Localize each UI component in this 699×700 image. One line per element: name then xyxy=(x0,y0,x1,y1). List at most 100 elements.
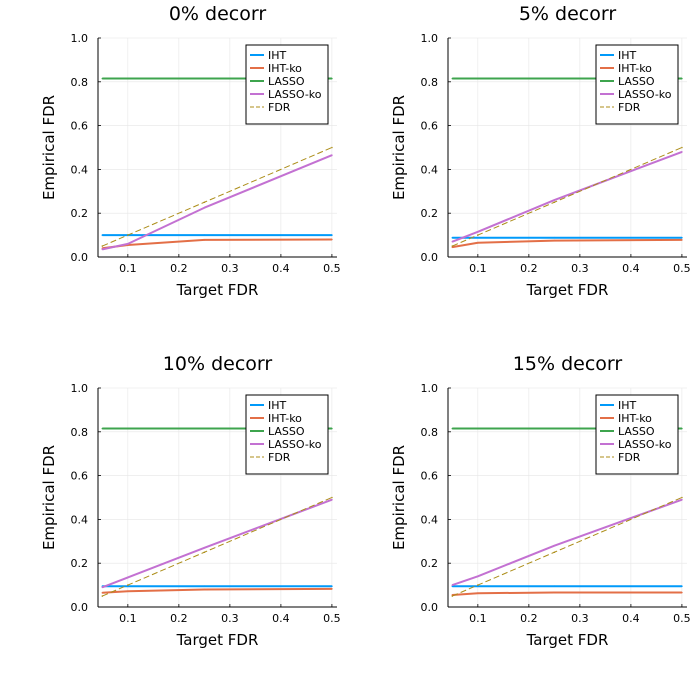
data-point-lasso xyxy=(477,427,479,430)
x-tick-label: 0.4 xyxy=(622,612,640,625)
data-point-iht xyxy=(451,236,454,239)
data-point-fdr xyxy=(553,551,556,554)
data-point-lasso-ko xyxy=(203,547,206,549)
legend-label: LASSO xyxy=(268,425,305,438)
x-tick-label: 0.4 xyxy=(272,612,290,625)
series-line-lasso-ko xyxy=(101,498,333,589)
data-point-iht-ko xyxy=(477,241,479,244)
chart-title: 15% decorr xyxy=(513,353,623,375)
data-point-iht-ko xyxy=(451,246,454,248)
data-point-lasso xyxy=(553,427,556,430)
data-point-fdr xyxy=(127,584,129,586)
legend-label: IHT xyxy=(268,399,287,412)
chart-title: 10% decorr xyxy=(163,353,273,375)
legend-label: LASSO-ko xyxy=(268,438,322,451)
data-point-lasso xyxy=(681,77,683,80)
data-point-fdr xyxy=(477,584,479,586)
data-point-fdr xyxy=(451,245,454,247)
data-point-iht-ko xyxy=(127,590,129,593)
data-point-fdr xyxy=(681,496,683,499)
legend-label: LASSO xyxy=(268,75,305,88)
panel-2: 0.1 0.2 0.3 0.4 0.5 0.0 0.2 0.4 0.6 0.8 1.0 5% deco… xyxy=(390,3,691,299)
series-line-lasso-ko xyxy=(102,154,333,251)
series-line-fdr xyxy=(452,147,683,247)
x-tick-label: 0.5 xyxy=(323,262,341,275)
series-line-iht-ko xyxy=(452,591,682,596)
data-point-iht-ko xyxy=(203,588,206,591)
data-point-lasso-ko xyxy=(681,498,683,501)
series-line-iht-ko xyxy=(452,238,682,249)
data-point-lasso xyxy=(331,77,333,80)
data-point-lasso xyxy=(331,427,333,430)
data-point-lasso xyxy=(101,77,104,80)
legend-label: IHT-ko xyxy=(618,412,652,425)
y-axis-label: Empirical FDR xyxy=(390,95,408,200)
data-point-fdr xyxy=(553,201,556,204)
data-point-fdr xyxy=(331,146,333,149)
series-line-fdr xyxy=(452,497,683,597)
legend-label: LASSO-ko xyxy=(268,88,322,101)
x-tick-label: 0.2 xyxy=(170,262,188,275)
data-point-iht xyxy=(203,585,206,587)
data-point-fdr xyxy=(331,496,333,499)
legend-label: IHT xyxy=(618,49,637,62)
data-point-lasso-ko xyxy=(331,498,333,501)
x-tick-label: 0.4 xyxy=(622,262,640,275)
data-point-lasso-ko xyxy=(451,584,454,586)
y-tick-label: 0.6 xyxy=(421,470,439,483)
y-tick-label: 1.0 xyxy=(71,32,89,45)
x-tick-label: 0.3 xyxy=(571,262,589,275)
data-point-lasso-ko xyxy=(451,240,454,243)
x-tick-label: 0.3 xyxy=(221,262,239,275)
data-point-iht xyxy=(681,585,683,587)
data-point-lasso-ko xyxy=(477,231,479,233)
x-tick-label: 0.3 xyxy=(221,612,239,625)
data-point-iht-ko xyxy=(101,591,104,594)
y-tick-label: 0.0 xyxy=(421,251,439,264)
y-tick-label: 0.2 xyxy=(421,557,439,570)
series-line-fdr xyxy=(102,147,333,247)
data-point-lasso xyxy=(203,427,206,430)
data-point-lasso-ko xyxy=(553,544,556,547)
x-axis-label: Target FDR xyxy=(176,631,259,649)
data-point-iht xyxy=(553,585,556,587)
data-point-fdr xyxy=(451,595,454,597)
x-tick-label: 0.1 xyxy=(119,262,137,275)
chart-title: 5% decorr xyxy=(519,3,616,25)
data-point-lasso xyxy=(451,427,454,430)
data-point-iht xyxy=(681,236,683,239)
data-point-lasso-ko xyxy=(681,151,683,153)
legend-label: IHT-ko xyxy=(268,62,302,75)
data-point-iht xyxy=(203,234,206,236)
x-axis-label: Target FDR xyxy=(526,281,609,299)
legend-label: IHT xyxy=(268,49,287,62)
series-line-iht-ko xyxy=(102,238,332,250)
data-point-iht xyxy=(101,234,104,236)
data-point-iht xyxy=(477,236,479,239)
y-tick-label: 0.4 xyxy=(421,163,439,176)
legend-label: IHT-ko xyxy=(268,412,302,425)
legend-label: LASSO-ko xyxy=(618,88,672,101)
panel-1: 0.1 0.2 0.3 0.4 0.5 0.0 0.2 0.4 0.6 0.8 1.0 0% deco… xyxy=(40,3,341,299)
data-point-lasso xyxy=(553,77,556,80)
data-point-iht-ko xyxy=(331,238,333,241)
y-tick-label: 0.6 xyxy=(71,120,89,133)
data-point-iht xyxy=(331,234,333,236)
data-point-iht xyxy=(331,585,333,587)
data-point-lasso xyxy=(681,427,683,430)
y-tick-label: 0.8 xyxy=(421,76,439,89)
data-point-lasso xyxy=(477,77,479,80)
x-axis-label: Target FDR xyxy=(176,281,259,299)
y-tick-label: 0.8 xyxy=(71,426,89,439)
data-point-iht-ko xyxy=(203,239,206,241)
x-tick-label: 0.5 xyxy=(673,262,691,275)
y-tick-label: 0.0 xyxy=(71,601,89,614)
x-tick-label: 0.3 xyxy=(571,612,589,625)
data-point-iht-ko xyxy=(553,591,556,594)
y-tick-label: 0.6 xyxy=(71,470,89,483)
data-point-lasso-ko xyxy=(553,199,556,201)
